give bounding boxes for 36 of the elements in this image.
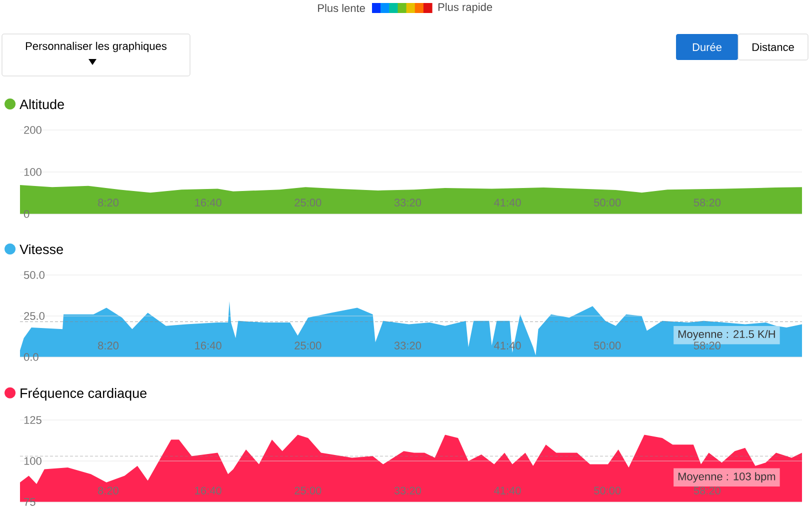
x-tick-label: 58:20 — [694, 486, 721, 494]
text: Plus lente — [318, 4, 365, 12]
x-tick-label: 33:20 — [394, 486, 422, 494]
x-tick-label: 58:20 — [694, 198, 721, 206]
x-tick-label: 50:00 — [594, 486, 621, 494]
x-tick-label: 58:20 — [694, 342, 721, 350]
x-tick-label: 41:40 — [494, 198, 521, 206]
chart-title: Fréquence cardiaque — [20, 388, 146, 401]
x-tick-label: 33:20 — [394, 198, 422, 206]
chart-title: Vitesse — [20, 244, 63, 254]
x-tick-label: 41:40 — [494, 486, 521, 494]
x-tick-label: 33:20 — [394, 342, 422, 350]
ref-line-label: Moyenne : 103 bpm — [678, 472, 776, 483]
y-tick-label: 100 — [24, 168, 42, 176]
y-tick-label: 50.0 — [24, 271, 44, 279]
y-tick-label: 100 — [24, 457, 42, 465]
x-tick-label: 16:40 — [195, 198, 222, 206]
chart-title: Altitude — [20, 99, 64, 110]
x-tick-label: 8:20 — [98, 198, 119, 206]
text: Durée — [692, 42, 722, 52]
y-tick-label: 125 — [24, 416, 42, 424]
x-tick-label: 16:40 — [195, 486, 222, 494]
text: Distance — [752, 42, 794, 52]
text: Personnaliser les graphiques — [26, 42, 166, 52]
x-tick-label: 16:40 — [195, 342, 222, 350]
x-tick-label: 50:00 — [594, 198, 621, 206]
ref-line-label: Moyenne : 21.5 K/H — [678, 330, 775, 340]
x-tick-label: 8:20 — [98, 342, 119, 350]
x-tick-label: 25:00 — [294, 342, 322, 350]
text: Plus rapide — [438, 2, 492, 14]
x-tick-label: 25:00 — [294, 198, 322, 206]
x-tick-label: 8:20 — [98, 486, 119, 494]
x-tick-label: 25:00 — [294, 486, 322, 494]
y-tick-label: 200 — [24, 126, 42, 134]
x-tick-label: 50:00 — [594, 342, 621, 350]
y-tick-label: 25.0 — [24, 312, 44, 320]
